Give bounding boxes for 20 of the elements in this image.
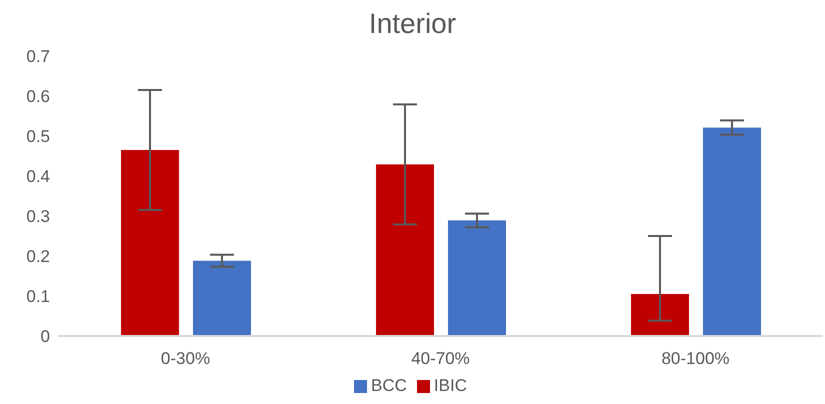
x-tick-label: 0-30% xyxy=(160,349,210,368)
bar xyxy=(631,294,689,336)
y-tick-label: 0.6 xyxy=(26,87,50,106)
x-tick-label: 40-70% xyxy=(411,349,470,368)
legend-label: IBIC xyxy=(434,376,467,395)
chart-title: Interior xyxy=(368,7,458,41)
x-tick-label: 80-100% xyxy=(661,349,730,368)
bar xyxy=(376,164,434,336)
y-tick-label: 0.3 xyxy=(26,207,50,226)
bar xyxy=(448,220,506,336)
bar xyxy=(121,150,179,336)
y-tick-label: 0.7 xyxy=(26,47,50,66)
y-tick-label: 0.4 xyxy=(26,167,50,186)
y-tick-label: 0.2 xyxy=(26,247,50,266)
y-tick-label: 0 xyxy=(40,327,50,346)
y-tick-label: 0.1 xyxy=(26,287,50,306)
bar xyxy=(703,128,761,336)
y-tick-label: 0.5 xyxy=(26,127,50,146)
bar xyxy=(193,260,251,336)
legend-label: BCC xyxy=(371,376,407,395)
